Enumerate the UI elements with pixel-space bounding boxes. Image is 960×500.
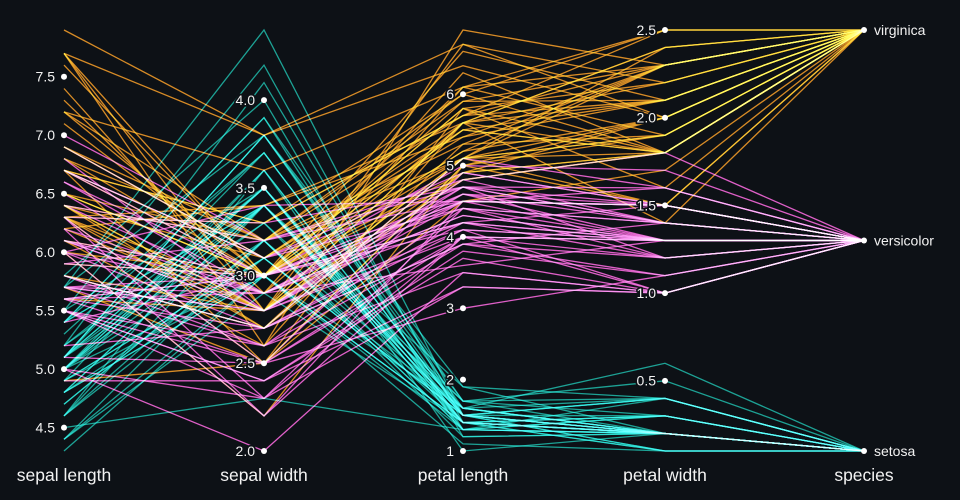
tick-dot [261, 448, 267, 454]
axis-petal_length[interactable]: 1 2 3 4 5 6 [444, 84, 466, 461]
tick-dot [662, 27, 668, 33]
tick-label: 2.5 [637, 22, 657, 38]
sample-line-versicolor [63, 229, 864, 312]
axis-sepal_length[interactable]: 4.5 5.0 5.5 6.0 6.5 7.0 7.5 [34, 67, 67, 437]
tick-dot [61, 73, 67, 80]
axis-petal_width[interactable]: 0.5 1.0 1.5 2.0 2.5 [635, 20, 668, 390]
sample-line-virginica [63, 29, 865, 382]
tick-dot [662, 114, 668, 121]
tick-dot [261, 272, 267, 279]
tick-label: 1.5 [637, 197, 657, 213]
tick-dot [460, 305, 466, 312]
tick-dot [460, 91, 466, 98]
sample-line-setosa [63, 397, 865, 452]
tick-label: 4 [446, 229, 454, 245]
category-dot-versicolor [861, 237, 867, 244]
tick-label: 5.5 [36, 303, 56, 319]
tick-dot [662, 202, 668, 209]
tick-dot [61, 190, 67, 197]
sample-line-virginica [63, 29, 865, 259]
tick-dot [662, 377, 668, 384]
sample-line-versicolor [63, 239, 865, 400]
category-label-versicolor: versicolor [874, 232, 934, 248]
sample-line-virginica [63, 29, 865, 277]
tick-dot [460, 233, 466, 240]
tick-label: 6 [446, 86, 454, 102]
tick-label: 2.5 [236, 355, 256, 371]
tick-label: 0.5 [637, 373, 657, 389]
tick-dot [61, 249, 67, 256]
tick-dot [261, 360, 267, 367]
tick-label: 3 [446, 300, 454, 316]
sample-line-virginica [63, 29, 865, 277]
tick-dot [460, 376, 466, 383]
tick-dot [61, 366, 67, 373]
tick-label: 4.0 [236, 92, 256, 108]
axis-title-petal_length: petal length [418, 465, 509, 485]
tick-dot [261, 184, 267, 191]
axis-title-petal_width: petal width [623, 465, 707, 485]
axis-title-sepal_length: sepal length [17, 465, 111, 485]
tick-dot [261, 97, 267, 104]
sample-line-virginica [63, 29, 865, 230]
sample-line-setosa [63, 134, 865, 452]
tick-label: 2 [446, 372, 454, 388]
tick-label: 6.0 [36, 244, 56, 260]
tick-label: 5.0 [36, 361, 56, 377]
sample-line-setosa [63, 134, 865, 452]
category-dot-setosa [861, 448, 867, 454]
tick-label: 1.0 [637, 285, 657, 301]
tick-dot [61, 307, 67, 314]
tick-label: 1 [446, 443, 454, 459]
category-label-setosa: setosa [874, 443, 915, 459]
tick-label: 7.5 [36, 69, 56, 85]
tick-dot [460, 448, 466, 454]
sample-line-setosa [63, 134, 865, 452]
tick-label: 4.5 [36, 420, 56, 436]
sample-line-setosa [63, 134, 865, 452]
tick-label: 3.5 [236, 180, 256, 196]
axis-title-species: species [834, 465, 894, 485]
category-label-virginica: virginica [874, 22, 926, 38]
axis-species[interactable]: virginica versicolor setosa [861, 20, 936, 461]
tick-label: 7.0 [36, 127, 56, 143]
tick-label: 5 [446, 157, 454, 173]
tick-dot [61, 424, 67, 431]
axis-title-sepal_width: sepal width [220, 465, 308, 485]
tick-label: 6.5 [36, 186, 56, 202]
tick-label: 2.0 [236, 443, 256, 459]
sample-line-virginica [63, 29, 864, 224]
tick-dot [460, 162, 466, 169]
axis-sepal_width[interactable]: 2.0 2.5 3.0 3.5 4.0 [234, 90, 267, 461]
tick-label: 2.0 [637, 110, 657, 126]
tick-dot [61, 132, 67, 139]
category-dot-virginica [861, 27, 867, 33]
tick-label: 3.0 [236, 267, 256, 283]
tick-dot [662, 290, 668, 297]
